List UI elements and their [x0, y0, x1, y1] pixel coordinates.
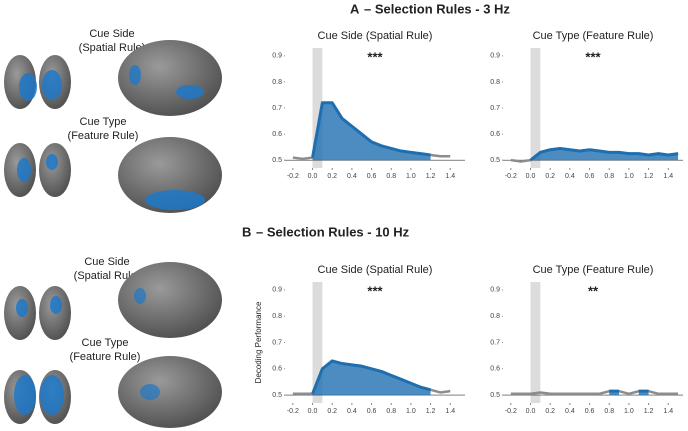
stimulus-window — [530, 48, 541, 168]
x-tick-label: 1.4 — [445, 173, 455, 180]
y-tick-label: 0.7 — [490, 105, 500, 112]
x-tick-label: -0.2 — [287, 173, 299, 180]
x-tick-label: 0.8 — [386, 173, 396, 180]
y-tick-label: 0.6 — [272, 131, 282, 138]
y-tick-label: 0.5 — [490, 392, 500, 399]
x-tick-label: 0.2 — [327, 173, 337, 180]
x-tick-label: -0.2 — [505, 173, 517, 180]
x-tick-label: 0.6 — [367, 408, 377, 415]
decoding-line — [510, 389, 679, 396]
x-tick-label: 0.0 — [308, 173, 318, 180]
significant-line — [529, 146, 679, 162]
x-tick-label: 0.8 — [386, 408, 396, 415]
x-tick-label: 0.0 — [308, 408, 318, 415]
x-tick-label: 0.4 — [565, 173, 575, 180]
y-tick-label: 0.7 — [272, 105, 282, 112]
x-tick-label: 1.2 — [644, 408, 654, 415]
chart-title: Cue Type (Feature Rule) — [533, 30, 654, 42]
y-axis-label: Decoding Performance — [254, 301, 263, 383]
panel-title: – Selection Rules - 10 Hz — [256, 224, 410, 239]
y-tick-label: 0.8 — [272, 79, 282, 86]
significant-area — [530, 148, 679, 161]
y-tick-label: 0.5 — [272, 392, 282, 399]
x-tick-label: 1.0 — [406, 173, 416, 180]
x-tick-label: 0.8 — [604, 408, 614, 415]
x-tick-label: 0.6 — [367, 173, 377, 180]
y-tick-label: 0.5 — [272, 157, 282, 164]
x-tick-label: 1.2 — [644, 173, 654, 180]
brain-label: (Spatial Rule) — [79, 42, 146, 54]
y-tick-label: 0.8 — [272, 313, 282, 320]
x-tick-label: 0.4 — [565, 408, 575, 415]
y-tick-label: 0.9 — [490, 287, 500, 294]
y-tick-label: 0.7 — [490, 339, 500, 346]
x-tick-label: 1.2 — [426, 173, 436, 180]
x-tick-label: 1.4 — [445, 408, 455, 415]
significance: *** — [367, 49, 383, 64]
y-tick-label: 0.9 — [490, 53, 500, 60]
stimulus-window — [530, 282, 541, 403]
y-tick-label: 0.8 — [490, 313, 500, 320]
x-tick-label: 0.8 — [604, 173, 614, 180]
significance: *** — [585, 49, 601, 64]
brain-images — [4, 40, 222, 428]
x-tick-label: 1.4 — [663, 408, 673, 415]
x-tick-label: 0.2 — [327, 408, 337, 415]
x-tick-label: 0.0 — [526, 408, 536, 415]
y-tick-label: 0.9 — [272, 53, 282, 60]
brain-label: Cue Type — [82, 337, 129, 349]
x-tick-label: 0.6 — [585, 173, 595, 180]
brain-label: Cue Side — [89, 28, 134, 40]
significant-area — [312, 360, 431, 396]
x-tick-label: 0.4 — [347, 408, 357, 415]
y-tick-label: 0.6 — [272, 366, 282, 373]
x-tick-label: 1.0 — [624, 173, 634, 180]
x-tick-label: 1.2 — [426, 408, 436, 415]
significance: ** — [588, 283, 599, 298]
chart-title: Cue Type (Feature Rule) — [533, 264, 654, 276]
brain-label: Cue Type — [80, 116, 127, 128]
x-tick-label: 1.0 — [624, 408, 634, 415]
brain-label: (Spatial Rule) — [74, 270, 141, 282]
y-tick-label: 0.8 — [490, 79, 500, 86]
x-tick-label: 0.4 — [347, 173, 357, 180]
x-tick-label: 0.2 — [545, 173, 555, 180]
y-tick-label: 0.6 — [490, 131, 500, 138]
significant-area — [312, 102, 431, 161]
y-tick-label: 0.9 — [272, 287, 282, 294]
panel-title: – Selection Rules - 3 Hz — [364, 1, 510, 16]
chart-title: Cue Side (Spatial Rule) — [318, 264, 433, 276]
y-tick-label: 0.7 — [272, 339, 282, 346]
x-tick-label: -0.2 — [287, 408, 299, 415]
significant-line — [311, 101, 431, 158]
significant-line — [311, 359, 431, 395]
chart-title: Cue Side (Spatial Rule) — [318, 30, 433, 42]
brain-label: Cue Side — [84, 256, 129, 268]
x-tick-label: 0.0 — [526, 173, 536, 180]
x-tick-label: 1.0 — [406, 408, 416, 415]
x-tick-label: -0.2 — [505, 408, 517, 415]
brain-label: (Feature Rule) — [68, 130, 139, 142]
y-tick-label: 0.6 — [490, 366, 500, 373]
stimulus-window — [312, 48, 323, 168]
x-tick-label: 1.4 — [663, 173, 673, 180]
y-tick-label: 0.5 — [490, 157, 500, 164]
stimulus-window — [312, 282, 323, 403]
x-tick-label: 0.2 — [545, 408, 555, 415]
panel-label: B — [242, 224, 251, 239]
panel-label: A — [350, 1, 360, 16]
brain-label: (Feature Rule) — [70, 351, 141, 363]
significance: *** — [367, 283, 383, 298]
x-tick-label: 0.6 — [585, 408, 595, 415]
